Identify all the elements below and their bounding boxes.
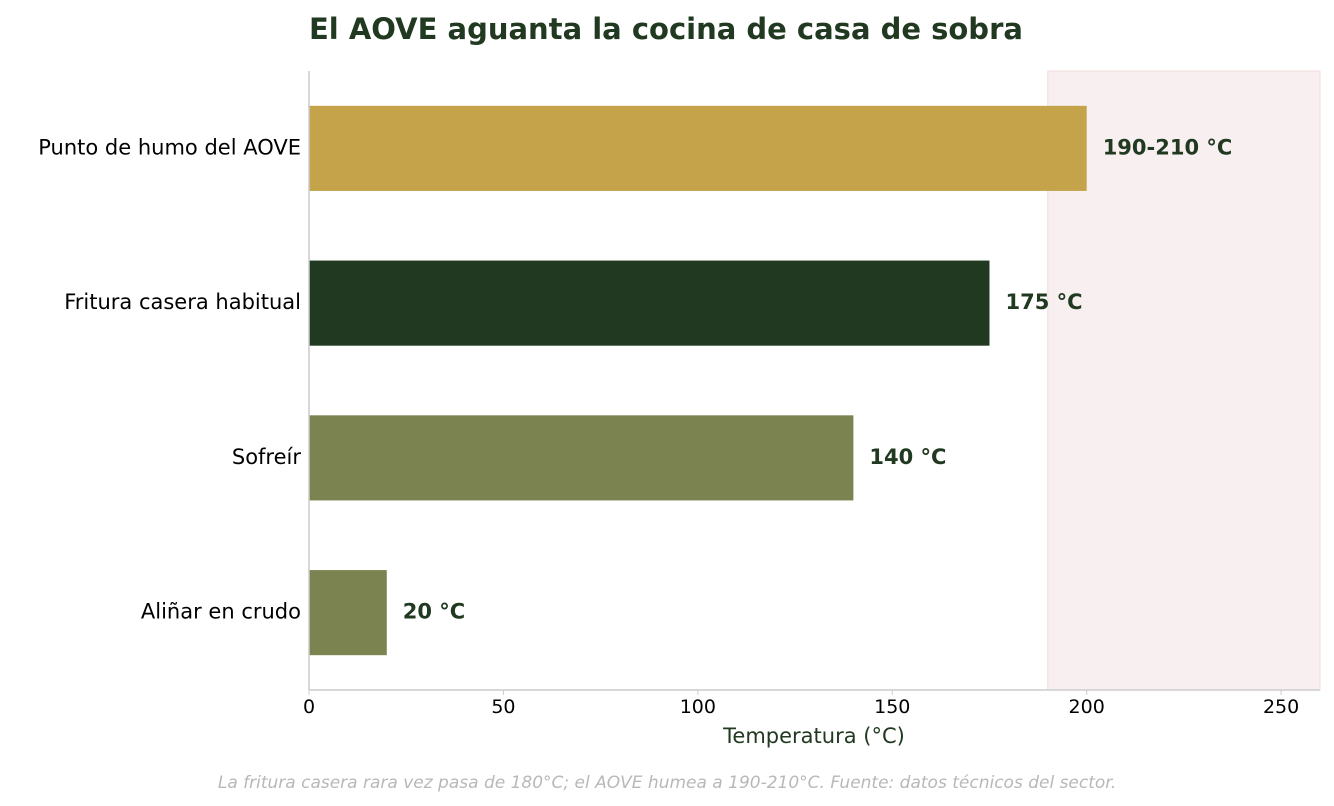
bar-2 [309, 415, 854, 501]
bar-3 [309, 570, 387, 656]
category-labels-layer: Punto de humo del AOVE Fritura casera hab… [38, 135, 301, 623]
category-label: Punto de humo del AOVE [38, 135, 301, 159]
x-tick-label: 200 [1069, 696, 1105, 718]
chart-caption: La fritura casera rara vez pasa de 180°C… [218, 773, 1116, 793]
x-axis-label: Temperatura (°C) [722, 724, 905, 748]
x-tick-label: 100 [680, 696, 716, 718]
x-tick-label: 50 [491, 696, 515, 718]
chart-title: El AOVE aguanta la cocina de casa de sob… [309, 12, 1023, 46]
bar-1 [309, 260, 990, 346]
category-label: Aliñar en crudo [141, 600, 301, 624]
category-label: Fritura casera habitual [64, 290, 301, 314]
value-label: 190-210 °C [1103, 135, 1233, 159]
x-tick-label: 0 [303, 696, 315, 718]
x-ticks-layer: 0 50 100 150 200 250 [303, 690, 1299, 718]
value-labels-layer: 190-210 °C 175 °C 140 °C 20 °C [403, 135, 1233, 623]
smoke-point-zone [1047, 70, 1321, 691]
category-label: Sofreír [232, 445, 301, 469]
x-tick-label: 150 [874, 696, 910, 718]
x-tick-label: 250 [1263, 696, 1299, 718]
value-label: 175 °C [1005, 290, 1082, 314]
value-label: 140 °C [869, 445, 946, 469]
bar-0 [309, 105, 1087, 191]
bars-layer [309, 105, 1087, 656]
value-label: 20 °C [403, 600, 465, 624]
